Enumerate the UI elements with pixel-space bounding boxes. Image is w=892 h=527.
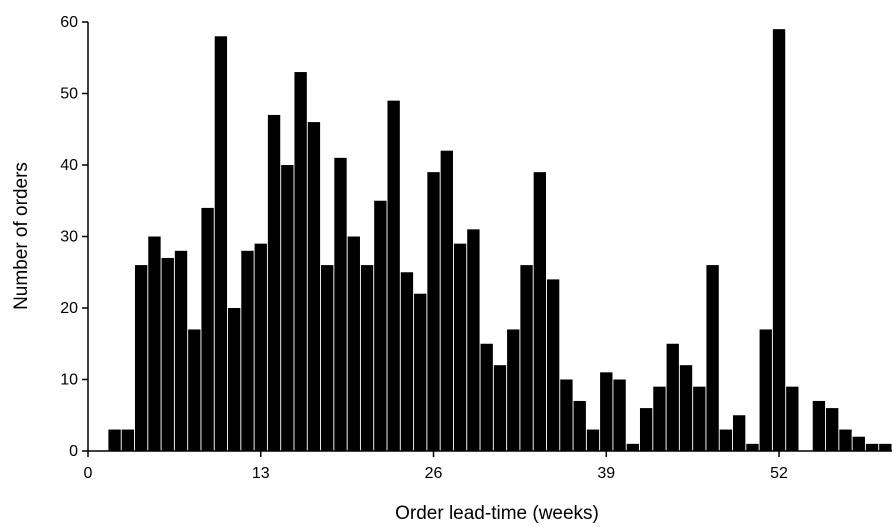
bar-week-27 [440, 150, 453, 451]
bar-week-15 [281, 165, 294, 451]
bar-week-50 [746, 443, 759, 451]
y-tick-label: 0 [69, 443, 78, 460]
bar-week-30 [480, 343, 493, 451]
bar-week-48 [719, 429, 733, 451]
bar-week-38 [586, 429, 600, 451]
bar-week-24 [400, 272, 414, 451]
bar-week-4 [134, 265, 148, 451]
x-axis-label: Order lead-time (weeks) [395, 503, 599, 524]
bar-week-32 [507, 329, 520, 451]
bar-week-39 [600, 372, 613, 451]
bar-week-44 [666, 343, 679, 451]
bar-week-42 [639, 408, 653, 451]
bar-week-47 [706, 265, 719, 451]
bar-week-52 [772, 29, 786, 452]
y-tick-label: 20 [60, 300, 78, 317]
bar-week-46 [693, 386, 706, 451]
bar-week-16 [294, 72, 307, 452]
y-tick-label: 50 [60, 86, 78, 103]
bar-week-36 [560, 379, 573, 451]
bar-week-55 [812, 400, 826, 451]
bar-week-45 [679, 365, 693, 451]
bar-week-21 [360, 265, 374, 451]
bar-week-33 [520, 265, 533, 451]
bar-week-57 [839, 429, 852, 451]
bar-week-17 [307, 122, 321, 451]
bar-week-43 [653, 386, 666, 451]
bar-week-49 [732, 415, 746, 451]
y-tick-label: 60 [60, 14, 78, 31]
bar-week-58 [852, 436, 865, 451]
bar-week-2 [108, 429, 121, 451]
y-axis-label: Number of orders [11, 162, 32, 310]
bar-week-14 [267, 114, 281, 451]
bar-week-40 [613, 379, 626, 451]
bar-week-29 [467, 229, 480, 451]
bar-week-18 [321, 265, 334, 451]
bar-week-31 [493, 365, 507, 451]
bars-group [108, 29, 892, 452]
bar-week-9 [201, 207, 214, 451]
bar-week-51 [759, 329, 772, 451]
bar-week-53 [786, 386, 799, 451]
bar-week-23 [387, 100, 400, 452]
bar-week-35 [546, 279, 560, 451]
bar-week-34 [533, 172, 547, 451]
bar-week-37 [573, 400, 586, 451]
bar-week-6 [161, 257, 174, 451]
y-ticks-group: 0 10 20 30 40 50 60 [60, 14, 88, 460]
bar-week-7 [174, 250, 188, 451]
bar-week-8 [188, 329, 201, 451]
x-tick-label: 13 [252, 465, 270, 482]
y-tick-label: 40 [60, 157, 78, 174]
bar-week-11 [228, 308, 241, 451]
x-tick-label: 39 [597, 465, 615, 482]
bar-week-10 [214, 36, 228, 452]
bar-week-20 [347, 236, 360, 451]
bar-week-22 [374, 200, 387, 451]
x-ticks-group: 0 13 26 39 52 [84, 451, 788, 482]
y-tick-label: 10 [60, 372, 78, 389]
bar-week-3 [121, 429, 135, 451]
bar-week-19 [334, 157, 347, 451]
x-tick-label: 26 [425, 465, 443, 482]
bar-week-28 [453, 243, 467, 451]
bar-week-26 [427, 172, 440, 451]
bar-week-60 [879, 443, 892, 451]
x-tick-label: 0 [84, 465, 93, 482]
bar-week-5 [148, 236, 161, 451]
bar-week-41 [626, 443, 640, 451]
bar-week-56 [826, 408, 839, 451]
bar-week-59 [865, 443, 879, 451]
x-tick-label: 52 [770, 465, 788, 482]
y-tick-label: 30 [60, 229, 78, 246]
bar-week-12 [241, 250, 254, 451]
bar-week-25 [414, 293, 427, 451]
bar-week-13 [254, 243, 267, 451]
